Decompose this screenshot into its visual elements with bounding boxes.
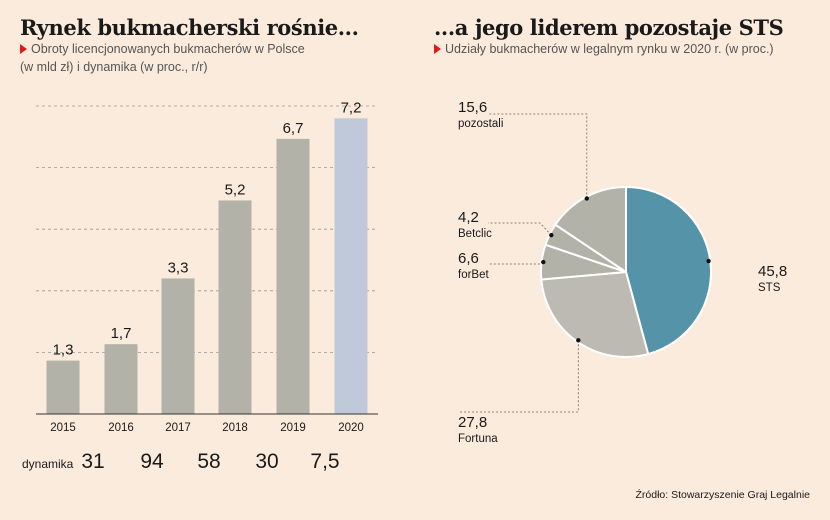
leader-line [488, 261, 544, 265]
slice-value-label: 4,2 [458, 209, 479, 226]
bar-value-label: 5,2 [225, 181, 246, 198]
x-tick-label: 2019 [280, 422, 306, 434]
slice-name-label: pozostali [458, 118, 503, 130]
slice-name-label: STS [758, 282, 781, 294]
bar [46, 360, 80, 414]
x-tick-label: 2015 [50, 422, 76, 434]
leader-dot [549, 232, 554, 238]
bar-value-label: 7,2 [341, 99, 362, 116]
bar [218, 200, 252, 414]
leader-line [488, 222, 552, 236]
x-tick-label: 2020 [338, 422, 364, 434]
bar-value-label: 1,3 [53, 342, 74, 359]
left-chart-title: Rynek bukmacherski rośnie... [20, 15, 359, 40]
slice-name-label: Fortuna [458, 433, 498, 445]
bar-value-label: 6,7 [283, 120, 304, 137]
red-triangle-icon [20, 44, 27, 54]
bar [276, 138, 310, 414]
slice-value-label: 15,6 [458, 99, 487, 116]
leader-dot [706, 258, 711, 264]
leader-dot [584, 196, 589, 201]
leader-line [458, 340, 579, 413]
x-tick-label: 2016 [108, 422, 134, 434]
bar-value-label: 3,3 [168, 259, 189, 276]
slice-value-label: 6,6 [458, 250, 479, 267]
bar [104, 344, 138, 414]
left-subtitle-line2: (w mld zł) i dynamika (w proc., r/r) [20, 60, 208, 74]
slice-value-label: 45,8 [758, 263, 787, 280]
bar [161, 278, 195, 414]
slice-value-label: 27,8 [458, 414, 487, 431]
slice-name-label: forBet [458, 269, 489, 281]
leader-dot [576, 338, 581, 343]
left-chart-subtitle: Obroty licencjonowanych bukmacherów w Po… [20, 40, 305, 58]
source-note: Źródło: Stowarzyszenie Graj Legalnie [635, 489, 810, 501]
bar [334, 118, 368, 414]
dynamics-value: 58 [197, 450, 221, 473]
leader-line [488, 113, 588, 199]
leader-dot [541, 259, 546, 265]
left-subtitle-line1: Obroty licencjonowanych bukmacherów w Po… [31, 42, 305, 56]
dynamics-value: 7,5 [310, 450, 340, 473]
slice-name-label: Betclic [458, 228, 492, 240]
x-tick-label: 2018 [222, 422, 248, 434]
dynamics-label: dynamika [22, 457, 74, 471]
right-chart-subtitle: Udziały bukmacherów w legalnym rynku w 2… [434, 40, 774, 58]
red-triangle-icon [434, 44, 441, 54]
dynamics-value: 30 [255, 450, 279, 473]
x-tick-label: 2017 [165, 422, 191, 434]
right-subtitle-text: Udziały bukmacherów w legalnym rynku w 2… [445, 42, 774, 56]
right-chart-title: ...a jego liderem pozostaje STS [434, 15, 784, 40]
dynamics-value: 31 [81, 450, 105, 473]
bar-value-label: 1,7 [111, 325, 132, 342]
dynamics-value: 94 [140, 450, 164, 473]
